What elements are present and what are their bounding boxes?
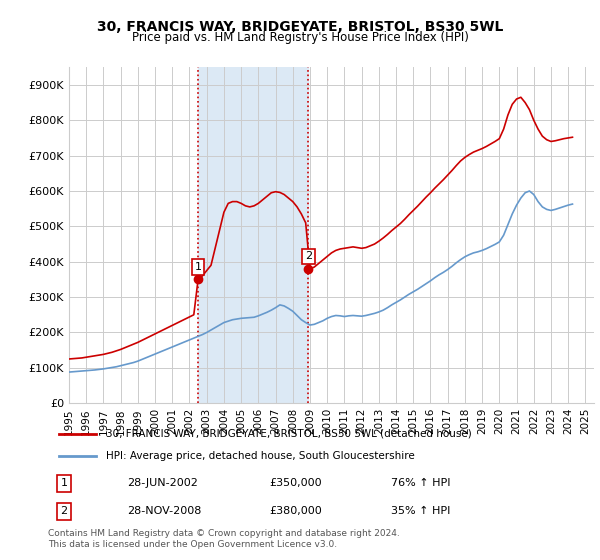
Text: Price paid vs. HM Land Registry's House Price Index (HPI): Price paid vs. HM Land Registry's House … bbox=[131, 31, 469, 44]
Text: 2: 2 bbox=[305, 251, 312, 262]
Text: 2: 2 bbox=[60, 506, 67, 516]
Text: 76% ↑ HPI: 76% ↑ HPI bbox=[391, 478, 451, 488]
Text: £380,000: £380,000 bbox=[270, 506, 323, 516]
Text: £350,000: £350,000 bbox=[270, 478, 322, 488]
Text: 1: 1 bbox=[194, 262, 202, 272]
Text: Contains HM Land Registry data © Crown copyright and database right 2024.
This d: Contains HM Land Registry data © Crown c… bbox=[48, 529, 400, 549]
Text: 1: 1 bbox=[61, 478, 67, 488]
Text: 30, FRANCIS WAY, BRIDGEYATE, BRISTOL, BS30 5WL: 30, FRANCIS WAY, BRIDGEYATE, BRISTOL, BS… bbox=[97, 20, 503, 34]
Text: 28-NOV-2008: 28-NOV-2008 bbox=[127, 506, 202, 516]
Text: 28-JUN-2002: 28-JUN-2002 bbox=[127, 478, 198, 488]
Text: 35% ↑ HPI: 35% ↑ HPI bbox=[391, 506, 451, 516]
Text: 30, FRANCIS WAY, BRIDGEYATE, BRISTOL, BS30 5WL (detached house): 30, FRANCIS WAY, BRIDGEYATE, BRISTOL, BS… bbox=[106, 429, 472, 439]
Text: HPI: Average price, detached house, South Gloucestershire: HPI: Average price, detached house, Sout… bbox=[106, 451, 415, 461]
Bar bbox=[198, 67, 308, 403]
